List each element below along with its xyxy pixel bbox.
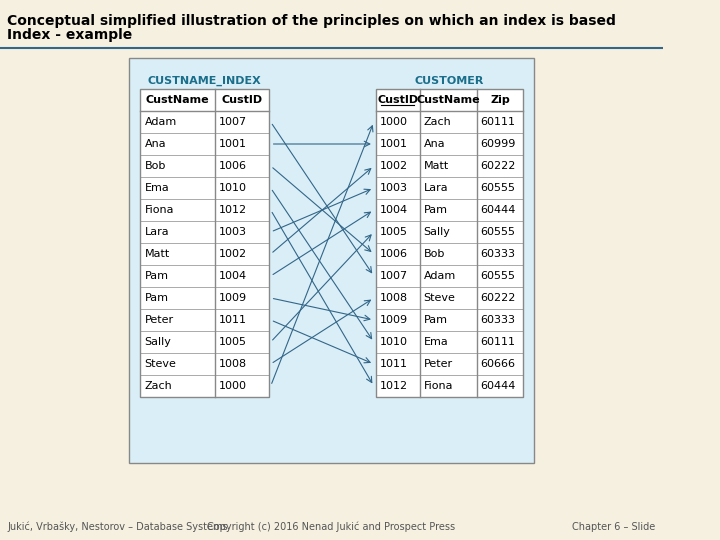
Text: Zip: Zip xyxy=(490,95,510,105)
Text: CUSTNAME_INDEX: CUSTNAME_INDEX xyxy=(148,76,261,86)
Text: 1012: 1012 xyxy=(379,381,408,391)
Text: 60222: 60222 xyxy=(481,161,516,171)
Text: Ana: Ana xyxy=(145,139,166,149)
Text: CustName: CustName xyxy=(146,95,210,105)
Text: 60555: 60555 xyxy=(481,183,516,193)
Text: 60999: 60999 xyxy=(481,139,516,149)
Text: Pam: Pam xyxy=(145,271,168,281)
Text: Fiona: Fiona xyxy=(423,381,453,391)
FancyBboxPatch shape xyxy=(376,89,523,397)
Text: 1006: 1006 xyxy=(379,249,408,259)
Text: Peter: Peter xyxy=(423,359,453,369)
Text: 1003: 1003 xyxy=(219,227,247,237)
Text: 1002: 1002 xyxy=(379,161,408,171)
Text: 60333: 60333 xyxy=(481,249,516,259)
Text: Chapter 6 – Slide: Chapter 6 – Slide xyxy=(572,522,655,532)
Text: Ema: Ema xyxy=(145,183,169,193)
Text: 1007: 1007 xyxy=(379,271,408,281)
Text: Bob: Bob xyxy=(145,161,166,171)
Text: 1000: 1000 xyxy=(379,117,408,127)
Text: Pam: Pam xyxy=(145,293,168,303)
Text: Bob: Bob xyxy=(423,249,445,259)
Text: 60666: 60666 xyxy=(481,359,516,369)
Text: CUSTOMER: CUSTOMER xyxy=(415,76,484,86)
Text: 1008: 1008 xyxy=(219,359,247,369)
Text: 1005: 1005 xyxy=(219,337,247,347)
Text: Jukić, Vrbašky, Nestorov – Database Systems: Jukić, Vrbašky, Nestorov – Database Syst… xyxy=(7,522,228,532)
Text: 60222: 60222 xyxy=(481,293,516,303)
Text: 1004: 1004 xyxy=(219,271,247,281)
Text: Zach: Zach xyxy=(423,117,451,127)
Text: 1003: 1003 xyxy=(379,183,408,193)
Text: 1008: 1008 xyxy=(379,293,408,303)
Text: 1009: 1009 xyxy=(219,293,247,303)
Text: 1006: 1006 xyxy=(219,161,247,171)
Text: Ana: Ana xyxy=(423,139,445,149)
Text: Pam: Pam xyxy=(423,315,448,325)
Text: Copyright (c) 2016 Nenad Jukić and Prospect Press: Copyright (c) 2016 Nenad Jukić and Prosp… xyxy=(207,522,456,532)
Text: Peter: Peter xyxy=(145,315,174,325)
Text: Matt: Matt xyxy=(145,249,170,259)
Text: CustName: CustName xyxy=(417,95,480,105)
Text: 1004: 1004 xyxy=(379,205,408,215)
Text: 60111: 60111 xyxy=(481,337,516,347)
Text: 60444: 60444 xyxy=(481,205,516,215)
Text: Lara: Lara xyxy=(145,227,169,237)
Text: 60555: 60555 xyxy=(481,271,516,281)
FancyBboxPatch shape xyxy=(140,89,269,397)
Text: Steve: Steve xyxy=(423,293,456,303)
Text: Sally: Sally xyxy=(145,337,171,347)
Text: Adam: Adam xyxy=(145,117,177,127)
Text: CustID: CustID xyxy=(222,95,263,105)
Text: 1011: 1011 xyxy=(219,315,247,325)
Text: Steve: Steve xyxy=(145,359,176,369)
Text: Pam: Pam xyxy=(423,205,448,215)
Text: 1010: 1010 xyxy=(379,337,408,347)
Text: CustID: CustID xyxy=(377,95,418,105)
Text: 1001: 1001 xyxy=(379,139,408,149)
Text: 60333: 60333 xyxy=(481,315,516,325)
Text: 1002: 1002 xyxy=(219,249,247,259)
Text: Zach: Zach xyxy=(145,381,172,391)
Text: 1012: 1012 xyxy=(219,205,247,215)
Text: 1010: 1010 xyxy=(219,183,247,193)
Text: 1000: 1000 xyxy=(219,381,247,391)
Text: 1001: 1001 xyxy=(219,139,247,149)
Text: Index - example: Index - example xyxy=(7,28,132,42)
Text: Lara: Lara xyxy=(423,183,448,193)
Text: 1007: 1007 xyxy=(219,117,247,127)
Text: 60111: 60111 xyxy=(481,117,516,127)
Text: Sally: Sally xyxy=(423,227,451,237)
Text: Adam: Adam xyxy=(423,271,456,281)
Text: 1009: 1009 xyxy=(379,315,408,325)
Text: 1011: 1011 xyxy=(379,359,408,369)
FancyBboxPatch shape xyxy=(129,58,534,463)
Text: Ema: Ema xyxy=(423,337,449,347)
Text: 1005: 1005 xyxy=(379,227,408,237)
Text: Fiona: Fiona xyxy=(145,205,174,215)
Text: Conceptual simplified illustration of the principles on which an index is based: Conceptual simplified illustration of th… xyxy=(7,14,616,28)
Text: 60444: 60444 xyxy=(481,381,516,391)
Text: Matt: Matt xyxy=(423,161,449,171)
Text: 60555: 60555 xyxy=(481,227,516,237)
